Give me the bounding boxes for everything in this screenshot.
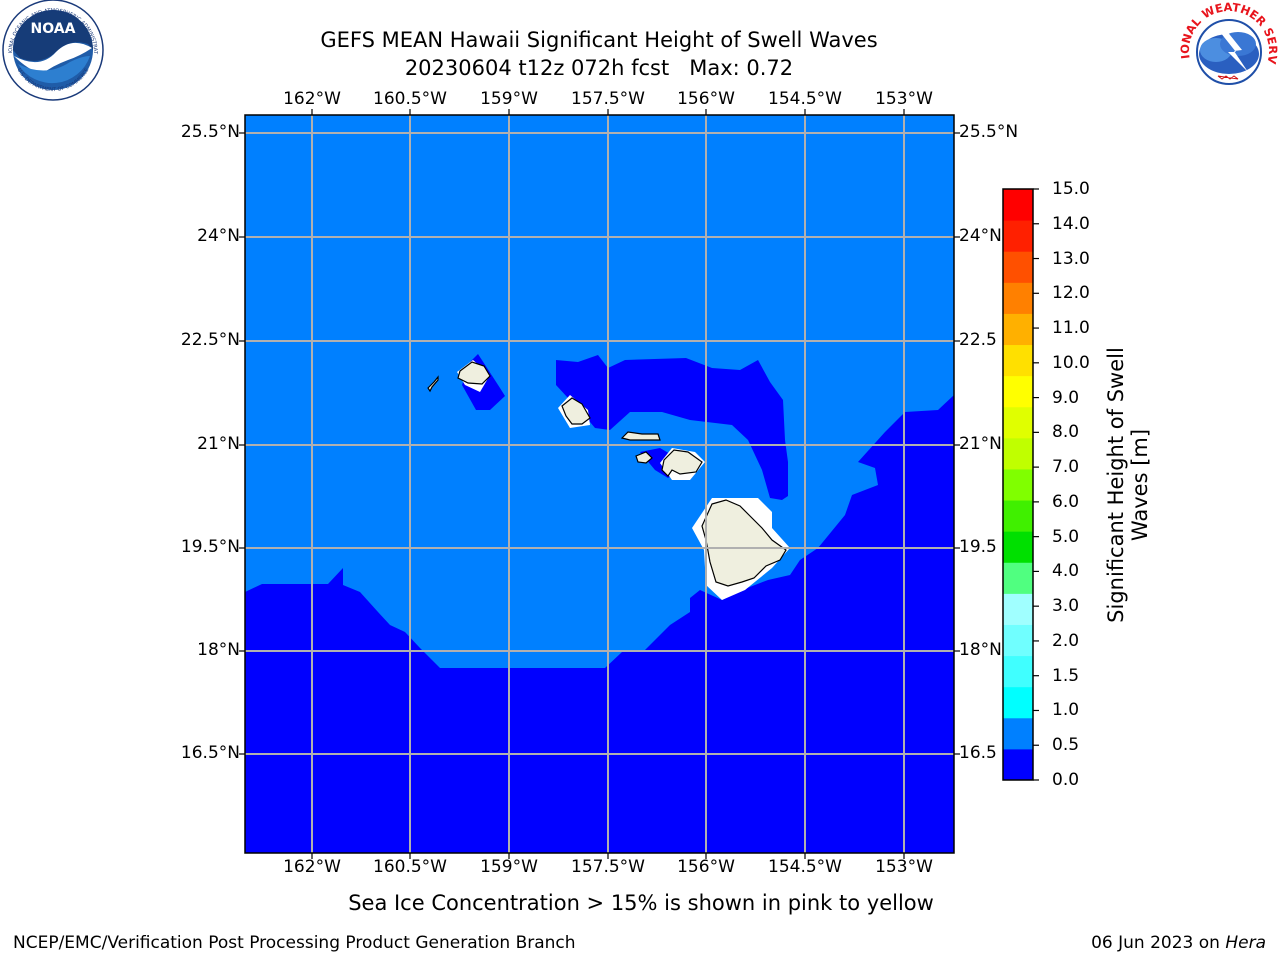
colorbar-segment: [1003, 593, 1033, 625]
lon-tick-label-top: 154.5°W: [768, 89, 842, 109]
footer-host: Hera: [1225, 933, 1266, 953]
lon-tick-label-bottom: 162°W: [283, 857, 341, 877]
lat-tick-label-left: 25.5°N: [180, 122, 240, 142]
colorbar-tick-label: 0.0: [1052, 770, 1080, 790]
lon-tick-label-top: 160.5°W: [373, 89, 447, 109]
colorbar-segment: [1003, 531, 1033, 563]
lat-tick-label-left: 18°N: [197, 640, 240, 660]
lat-tick-label-left: 21°N: [197, 434, 240, 454]
lat-tick-label-right: 24°N: [959, 226, 1002, 246]
land-oahu: [561, 397, 591, 425]
map-subtitle: 20230604 t12z 072h fcst Max: 0.72: [404, 56, 794, 80]
colorbar-segment: [1003, 748, 1033, 781]
land-lanai: [635, 451, 653, 464]
lon-tick-label-top: 153°W: [875, 89, 933, 109]
swell-patch-central: [556, 355, 788, 500]
map-fill-layer: [245, 115, 954, 853]
lat-tick-label-right: 25.5°N: [959, 122, 1019, 142]
lon-tick-label-top: 157.5°W: [571, 89, 645, 109]
colorbar-tick-label: 1.0: [1052, 700, 1080, 721]
colorbar-segment: [1003, 251, 1033, 283]
land-niihau: [427, 375, 439, 393]
colorbar-tick-label: 14.0: [1052, 213, 1090, 234]
colorbar-tick-label: 6.0: [1052, 491, 1080, 512]
colorbar-segment: [1003, 406, 1033, 439]
lat-tick-label-right: 19.5: [959, 537, 997, 557]
colorbar-title: Significant Height of Swell Waves [m]: [1104, 347, 1152, 623]
noaa-logo-text: NOAA: [31, 21, 76, 37]
colorbar-segment: [1003, 375, 1033, 408]
colorbar-tick-label: 4.0: [1052, 561, 1080, 582]
colorbar-tick-label: 13.0: [1052, 248, 1090, 269]
colorbar-segment: [1003, 655, 1033, 688]
nws-logo-icon: NATIONAL WEATHER SERVICE: [1176, 0, 1280, 96]
footer-branch: NCEP/EMC/Verification Post Processing Pr…: [13, 933, 576, 953]
lat-tick-label-left: 22.5°N: [180, 330, 240, 350]
lon-tick-label-bottom: 157.5°W: [571, 857, 645, 877]
lat-tick-label-right: 18°N: [959, 640, 1002, 660]
lon-tick-label-bottom: 153°W: [875, 857, 933, 877]
colorbar-tick-label: 10.0: [1052, 352, 1090, 373]
lat-tick-label-right: 22.5: [959, 330, 997, 350]
colorbar-tick-label: 15.0: [1052, 179, 1090, 199]
sea-ice-note: Sea Ice Concentration > 15% is shown in …: [348, 891, 934, 915]
colorbar-segment: [1003, 282, 1033, 314]
map-frame: [244, 114, 955, 854]
map-tick-marks: [239, 109, 960, 859]
lon-tick-label-bottom: 159°W: [480, 857, 538, 877]
colorbar-frame: [1002, 188, 1034, 781]
colorbar-tick-label: 9.0: [1052, 387, 1080, 408]
colorbar: [1002, 188, 1039, 781]
lat-tick-label-right: 21°N: [959, 434, 1002, 454]
footer-date: 06 Jun 2023 on Hera: [1091, 933, 1266, 953]
colorbar-segment: [1003, 313, 1033, 346]
colorbar-segment: [1003, 468, 1033, 501]
colorbar-segment: [1003, 437, 1033, 470]
lon-tick-label-top: 162°W: [283, 89, 341, 109]
footer-date-text: 06 Jun 2023 on: [1091, 933, 1226, 953]
colorbar-tick-label: 5.0: [1052, 526, 1080, 547]
colorbar-segment: [1003, 500, 1033, 532]
lon-tick-label-top: 156°W: [677, 89, 735, 109]
lon-tick-label-bottom: 156°W: [677, 857, 735, 877]
colorbar-tick-label: 3.0: [1052, 596, 1080, 617]
lon-tick-label-top: 159°W: [480, 89, 538, 109]
colorbar-segment: [1003, 624, 1033, 657]
colorbar-segment: [1003, 189, 1033, 221]
lat-tick-label-left: 19.5°N: [180, 537, 240, 557]
colorbar-segment: [1003, 562, 1033, 594]
colorbar-tick-label: 2.0: [1052, 630, 1080, 651]
lat-tick-label-right: 16.5: [959, 743, 997, 763]
colorbar-tick-label: 1.5: [1052, 665, 1080, 686]
lon-tick-label-bottom: 160.5°W: [373, 857, 447, 877]
land-molokai: [620, 431, 661, 441]
land-kauai: [457, 361, 491, 385]
colorbar-segment: [1003, 344, 1033, 377]
lon-tick-label-bottom: 154.5°W: [768, 857, 842, 877]
land-maui: [661, 449, 703, 477]
colorbar-segment: [1003, 686, 1033, 719]
map-gridlines: [245, 115, 954, 853]
colorbar-tick-label: 8.0: [1052, 422, 1080, 443]
sea-ice-note-wrap: Sea Ice Concentration > 15% is shown in …: [0, 891, 1280, 915]
colorbar-tick-label: 7.0: [1052, 457, 1080, 478]
colorbar-tick-label: 0.5: [1052, 735, 1080, 756]
noaa-logo-icon: NOAA NATIONAL OCEANIC AND ATMOSPHERIC AD…: [0, 0, 104, 101]
colorbar-tick-label: 12.0: [1052, 283, 1090, 304]
colorbar-segment: [1003, 717, 1033, 750]
colorbar-tick-label: 11.0: [1052, 318, 1090, 339]
lat-tick-label-left: 16.5°N: [180, 743, 240, 763]
map-title: GEFS MEAN Hawaii Significant Height of S…: [320, 28, 878, 52]
colorbar-segment: [1003, 220, 1033, 252]
lat-tick-label-left: 24°N: [197, 226, 240, 246]
land-big-island: [701, 499, 787, 587]
